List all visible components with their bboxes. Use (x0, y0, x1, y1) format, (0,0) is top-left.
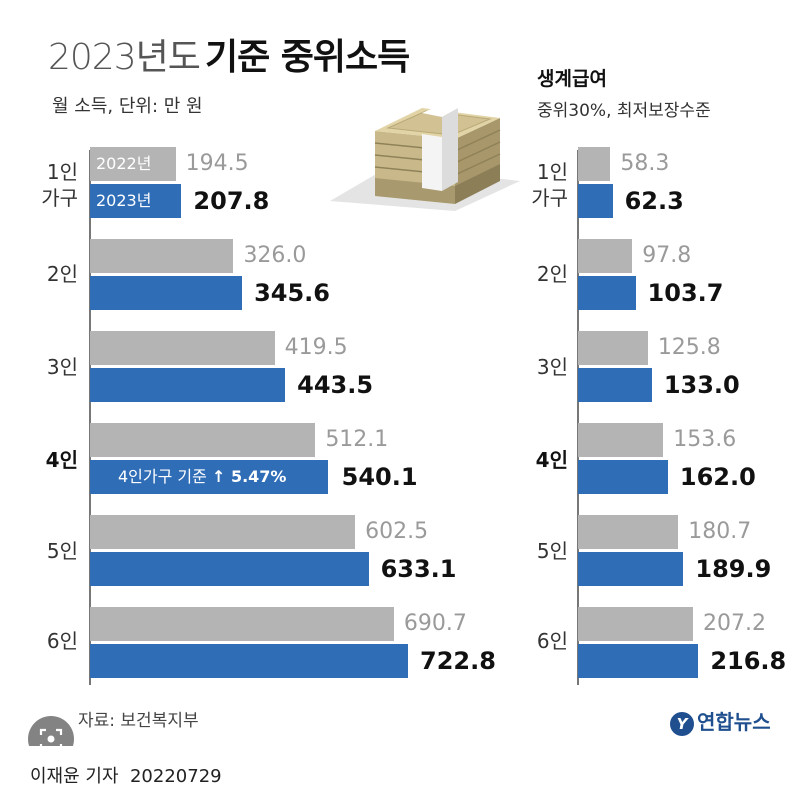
value-label-2023: 133.0 (663, 371, 740, 399)
right-category-label: 5인 (536, 539, 568, 563)
bar-2022 (578, 147, 611, 181)
right-category-label: 4인 (535, 448, 568, 472)
reporter-line: 이재윤 기자 20220729 (30, 762, 222, 788)
bar-2023 (578, 276, 636, 310)
bar-2023 (90, 552, 369, 586)
annotation-prefix: 4인가구 기준 (118, 467, 212, 486)
value-label-2023: 162.0 (679, 463, 756, 491)
bar-2022 (578, 239, 633, 273)
bar-2022 (90, 515, 356, 549)
bar-2023 (578, 552, 684, 586)
money-stack-icon (330, 105, 520, 211)
left-axis-line (89, 150, 91, 685)
left-category-label: 6인 (46, 629, 78, 653)
left-category-label: 3인 (46, 355, 78, 379)
category-line: 1인 (536, 160, 568, 184)
bar-2023 (578, 460, 668, 494)
growth-annotation: 4인가구 기준 ↑ 5.47% (112, 460, 286, 494)
right-panel-subtitle: 중위30%, 최저보장수준 (537, 101, 711, 121)
legend-2023: 2023년 (96, 191, 152, 210)
caption-bar: 이재윤 기자 20220729 (0, 746, 810, 794)
page-title: 2023년도 기준 중위소득 (48, 28, 410, 80)
publish-date: 20220729 (129, 766, 222, 787)
value-label-2023: 103.7 (647, 279, 724, 307)
legend-2022: 2022년 (96, 154, 152, 173)
bar-2023 (578, 644, 699, 678)
right-category-label: 1인 가구 (510, 159, 568, 211)
publisher-logo: Y 연합뉴스 (670, 706, 771, 736)
bar-2022 (90, 423, 316, 457)
right-category-label: 2인 (536, 262, 568, 286)
value-label-2022: 419.5 (284, 335, 348, 360)
value-label-2022: 512.1 (325, 427, 389, 452)
value-label-2022: 207.2 (702, 611, 766, 636)
bar-2022 (90, 239, 234, 273)
bar-2022 (90, 147, 176, 181)
value-label-2023: 633.1 (380, 555, 457, 583)
source-text: 자료: 보건복지부 (78, 711, 199, 731)
value-label-2022: 690.7 (403, 611, 467, 636)
reporter-name: 이재윤 기자 (30, 766, 119, 787)
bar-2023 (578, 184, 613, 218)
bar-2023 (578, 368, 652, 402)
value-label-2022: 180.7 (688, 519, 752, 544)
value-label-2022: 194.5 (185, 151, 249, 176)
left-category-label: 2인 (46, 262, 78, 286)
publisher-name: 연합뉴스 (697, 710, 771, 734)
value-label-2023: 62.3 (624, 187, 684, 215)
value-label-2022: 125.8 (657, 335, 721, 360)
bar-2022 (578, 423, 664, 457)
value-label-2023: 443.5 (297, 371, 374, 399)
category-line: 가구 (41, 186, 78, 210)
subtitle: 월 소득, 단위: 만 원 (52, 96, 203, 117)
category-line: 1인 (46, 160, 78, 184)
bar-2023 (90, 276, 243, 310)
value-label-2022: 97.8 (642, 243, 692, 268)
bar-2022 (578, 607, 693, 641)
value-label-2022: 602.5 (365, 519, 429, 544)
bar-2023 (90, 184, 182, 218)
bar-2022 (90, 331, 275, 365)
category-line: 가구 (531, 186, 568, 210)
bar-2022 (90, 607, 394, 641)
value-label-2023: 216.8 (710, 647, 787, 675)
value-label-2023: 540.1 (341, 463, 418, 491)
value-label-2023: 207.8 (193, 187, 270, 215)
left-category-label: 1인 가구 (20, 159, 78, 211)
yonhap-logo-icon: Y (670, 712, 694, 736)
right-axis-line (577, 150, 579, 685)
title-year: 2023년도 (48, 37, 201, 78)
right-category-label: 3인 (536, 355, 568, 379)
left-category-label: 5인 (46, 539, 78, 563)
value-label-2022: 58.3 (620, 151, 670, 176)
bar-2022 (578, 331, 648, 365)
value-label-2023: 189.9 (695, 555, 772, 583)
bar-2022 (578, 515, 679, 549)
up-arrow-icon: ↑ (211, 467, 231, 486)
value-label-2023: 722.8 (420, 647, 496, 675)
value-label-2022: 153.6 (673, 427, 737, 452)
bar-2023 (90, 460, 328, 494)
bar-2023 (90, 644, 409, 678)
title-main: 기준 중위소득 (204, 37, 410, 78)
right-panel-title: 생계급여 (537, 68, 607, 90)
visual-search-icon (39, 728, 63, 751)
value-label-2023: 345.6 (254, 279, 330, 307)
annotation-value: 5.47% (230, 467, 287, 486)
bar-2023 (90, 368, 286, 402)
value-label-2022: 326.0 (243, 243, 307, 268)
right-category-label: 6인 (536, 629, 568, 653)
left-category-label: 4인 (45, 448, 78, 472)
